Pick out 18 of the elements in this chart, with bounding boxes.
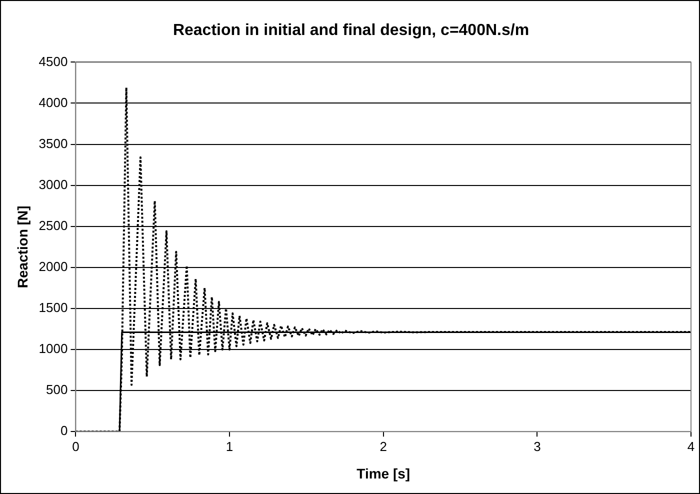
y-tick-label: 4000 (38, 94, 68, 110)
x-tick-label: 1 (226, 438, 234, 454)
x-tick-label: 2 (380, 438, 387, 454)
y-tick-label: 2000 (38, 259, 68, 274)
y-tick-label: 3500 (38, 136, 68, 151)
y-tick-label: 500 (46, 382, 68, 398)
x-axis-title: Time [s] (356, 465, 410, 482)
y-tick-label: 2500 (38, 218, 68, 233)
x-tick-label: 3 (534, 438, 541, 454)
y-axis-title: Reaction [N] (14, 206, 30, 288)
x-tick-label: 0 (72, 438, 80, 454)
y-tick-label: 1500 (38, 300, 68, 316)
y-tick-label: 3000 (38, 176, 68, 192)
x-tick-label: 4 (687, 438, 695, 454)
y-tick-label: 1000 (38, 341, 68, 356)
y-tick-label: 0 (60, 423, 68, 438)
y-tick-label: 4500 (38, 54, 68, 69)
chart-title: Reaction in initial and final design, c=400N.s/m (172, 22, 530, 40)
